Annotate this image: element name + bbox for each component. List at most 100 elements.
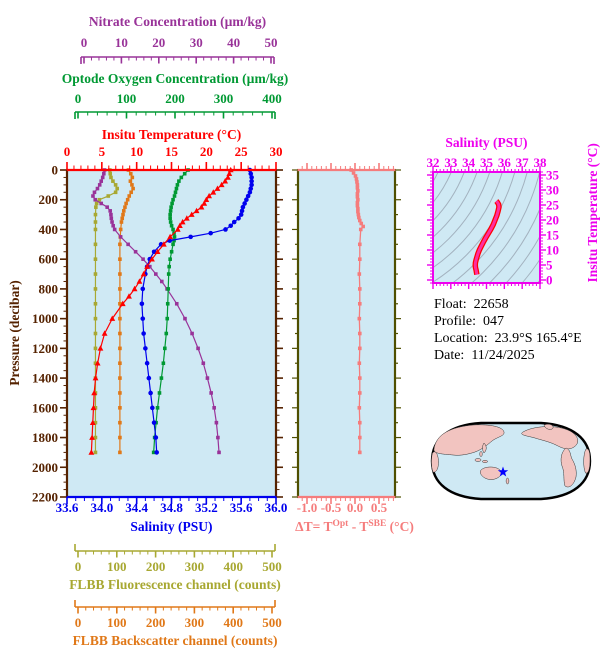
world-map [430, 421, 592, 501]
svg-text:0: 0 [75, 91, 82, 106]
svg-text:100: 100 [117, 91, 137, 106]
svg-text:20: 20 [152, 35, 165, 50]
svg-text:1600: 1600 [32, 400, 58, 415]
svg-text:Nitrate Concentration (µm/kg): Nitrate Concentration (µm/kg) [89, 14, 266, 29]
salinity-curve [139, 167, 254, 455]
svg-text:400: 400 [223, 559, 243, 574]
svg-text:20: 20 [546, 213, 559, 228]
svg-text:500: 500 [262, 615, 282, 630]
svg-text:5: 5 [546, 258, 553, 273]
svg-text:300: 300 [185, 615, 205, 630]
svg-text:34: 34 [462, 155, 476, 170]
svg-text:Salinity (PSU): Salinity (PSU) [445, 135, 527, 150]
svg-text:36.0: 36.0 [265, 500, 288, 515]
svg-text:2000: 2000 [32, 460, 58, 475]
float-label: Float: [434, 297, 467, 312]
svg-text:0: 0 [546, 273, 553, 288]
land-mass [583, 448, 591, 474]
svg-text:35.6: 35.6 [230, 500, 253, 515]
svg-text:200: 200 [146, 615, 166, 630]
land-mass [479, 451, 483, 457]
svg-text:200: 200 [39, 192, 59, 207]
svg-text:400: 400 [223, 615, 243, 630]
profile-label: Profile: [434, 314, 476, 329]
svg-text:33.6: 33.6 [56, 500, 79, 515]
svg-text:1200: 1200 [32, 341, 58, 356]
svg-text:0.5: 0.5 [371, 500, 388, 515]
main-profile-panel: 0200400600800100012001400160018002000220… [7, 127, 287, 534]
svg-text:15: 15 [546, 228, 560, 243]
svg-text:20: 20 [200, 144, 213, 159]
svg-text:800: 800 [39, 281, 59, 296]
land-mass [505, 477, 510, 485]
svg-text:10: 10 [130, 144, 143, 159]
svg-text:200: 200 [165, 91, 185, 106]
svg-text:0: 0 [75, 615, 82, 630]
profile-value: 047 [483, 314, 504, 329]
svg-text:5: 5 [99, 144, 106, 159]
svg-text:100: 100 [107, 615, 127, 630]
svg-text:10: 10 [546, 243, 559, 258]
land-mass [543, 423, 554, 430]
svg-text:0: 0 [81, 35, 88, 50]
svg-text:400: 400 [262, 91, 282, 106]
svg-text:30: 30 [190, 35, 203, 50]
pressure-axis: 0 200 400 600 800 1000 1200 1400 1600 1800 2000 220… [7, 163, 283, 505]
date-value: 11/24/2025 [471, 348, 535, 363]
svg-text:Insitu Temperature (°C): Insitu Temperature (°C) [102, 127, 241, 142]
svg-text:15: 15 [165, 144, 179, 159]
svg-text:FLBB Fluorescence channel (cou: FLBB Fluorescence channel (counts) [69, 577, 281, 592]
svg-text:34.0: 34.0 [90, 500, 113, 515]
land-mass [482, 442, 487, 454]
svg-text:100: 100 [107, 559, 127, 574]
svg-text:1400: 1400 [32, 371, 58, 386]
nitrate-curve [91, 168, 221, 455]
temperature-curve [88, 166, 234, 455]
svg-text:35: 35 [546, 168, 560, 183]
svg-text:35: 35 [480, 155, 494, 170]
float-value: 22658 [473, 297, 509, 312]
svg-text:Pressure (decibar): Pressure (decibar) [7, 280, 22, 386]
svg-text:37: 37 [516, 155, 530, 170]
ts-curve [472, 199, 502, 276]
svg-text:35.2: 35.2 [195, 500, 218, 515]
svg-text:33: 33 [444, 155, 458, 170]
nitrate-axis: 0 10 20 30 40 50 Nitrate Concentration (µm/kg) [80, 14, 278, 64]
temperature-axis: 0 5 10 15 20 25 30 Insitu Temperature (°C) [64, 127, 283, 170]
svg-text:300: 300 [185, 559, 205, 574]
svg-text:36: 36 [498, 155, 512, 170]
date-info-line: Date: 11/24/2025 [434, 347, 582, 364]
svg-text:Salinity (PSU): Salinity (PSU) [130, 519, 212, 534]
date-label: Date: [434, 348, 465, 363]
float-info-line: Float: 22658 [434, 296, 582, 313]
svg-text:30: 30 [270, 144, 283, 159]
location-value: 23.9°S 165.4°E [494, 331, 582, 346]
land-mass [474, 458, 482, 462]
svg-text:0: 0 [75, 559, 82, 574]
svg-text:40: 40 [227, 35, 240, 50]
svg-text:Optode Oxygen Concentration (µ: Optode Oxygen Concentration (µm/kg) [62, 71, 288, 86]
svg-text:25: 25 [235, 144, 249, 159]
float-location-star [497, 466, 509, 477]
backscatter-curve [118, 168, 135, 455]
oxygen-curve [151, 168, 190, 455]
svg-text:-0.5: -0.5 [321, 500, 342, 515]
svg-text:2200: 2200 [32, 490, 58, 505]
backscatter-axis: 0 100 200 300 400 500 FLBB Backscatter channel… [73, 600, 282, 648]
svg-text:200: 200 [146, 559, 166, 574]
land-mass [482, 460, 488, 463]
land-mass [560, 447, 577, 488]
svg-text:0.0: 0.0 [347, 500, 363, 515]
oxygen-axis: 0 100 200 300 400 Optode Oxygen Concentration… [62, 71, 288, 119]
land-mass [433, 424, 505, 456]
svg-text:600: 600 [39, 252, 59, 267]
svg-text:FLBB Backscatter channel (coun: FLBB Backscatter channel (counts) [73, 633, 278, 648]
salinity-axis: 33.6 34.0 34.4 34.8 35.2 35.6 36.0 Salinity (PS… [56, 497, 288, 534]
svg-text:38: 38 [534, 155, 548, 170]
svg-text:34.4: 34.4 [125, 500, 148, 515]
svg-text:32: 32 [427, 155, 440, 170]
profile-info-line: Profile: 047 [434, 313, 582, 330]
svg-text:400: 400 [39, 222, 59, 237]
